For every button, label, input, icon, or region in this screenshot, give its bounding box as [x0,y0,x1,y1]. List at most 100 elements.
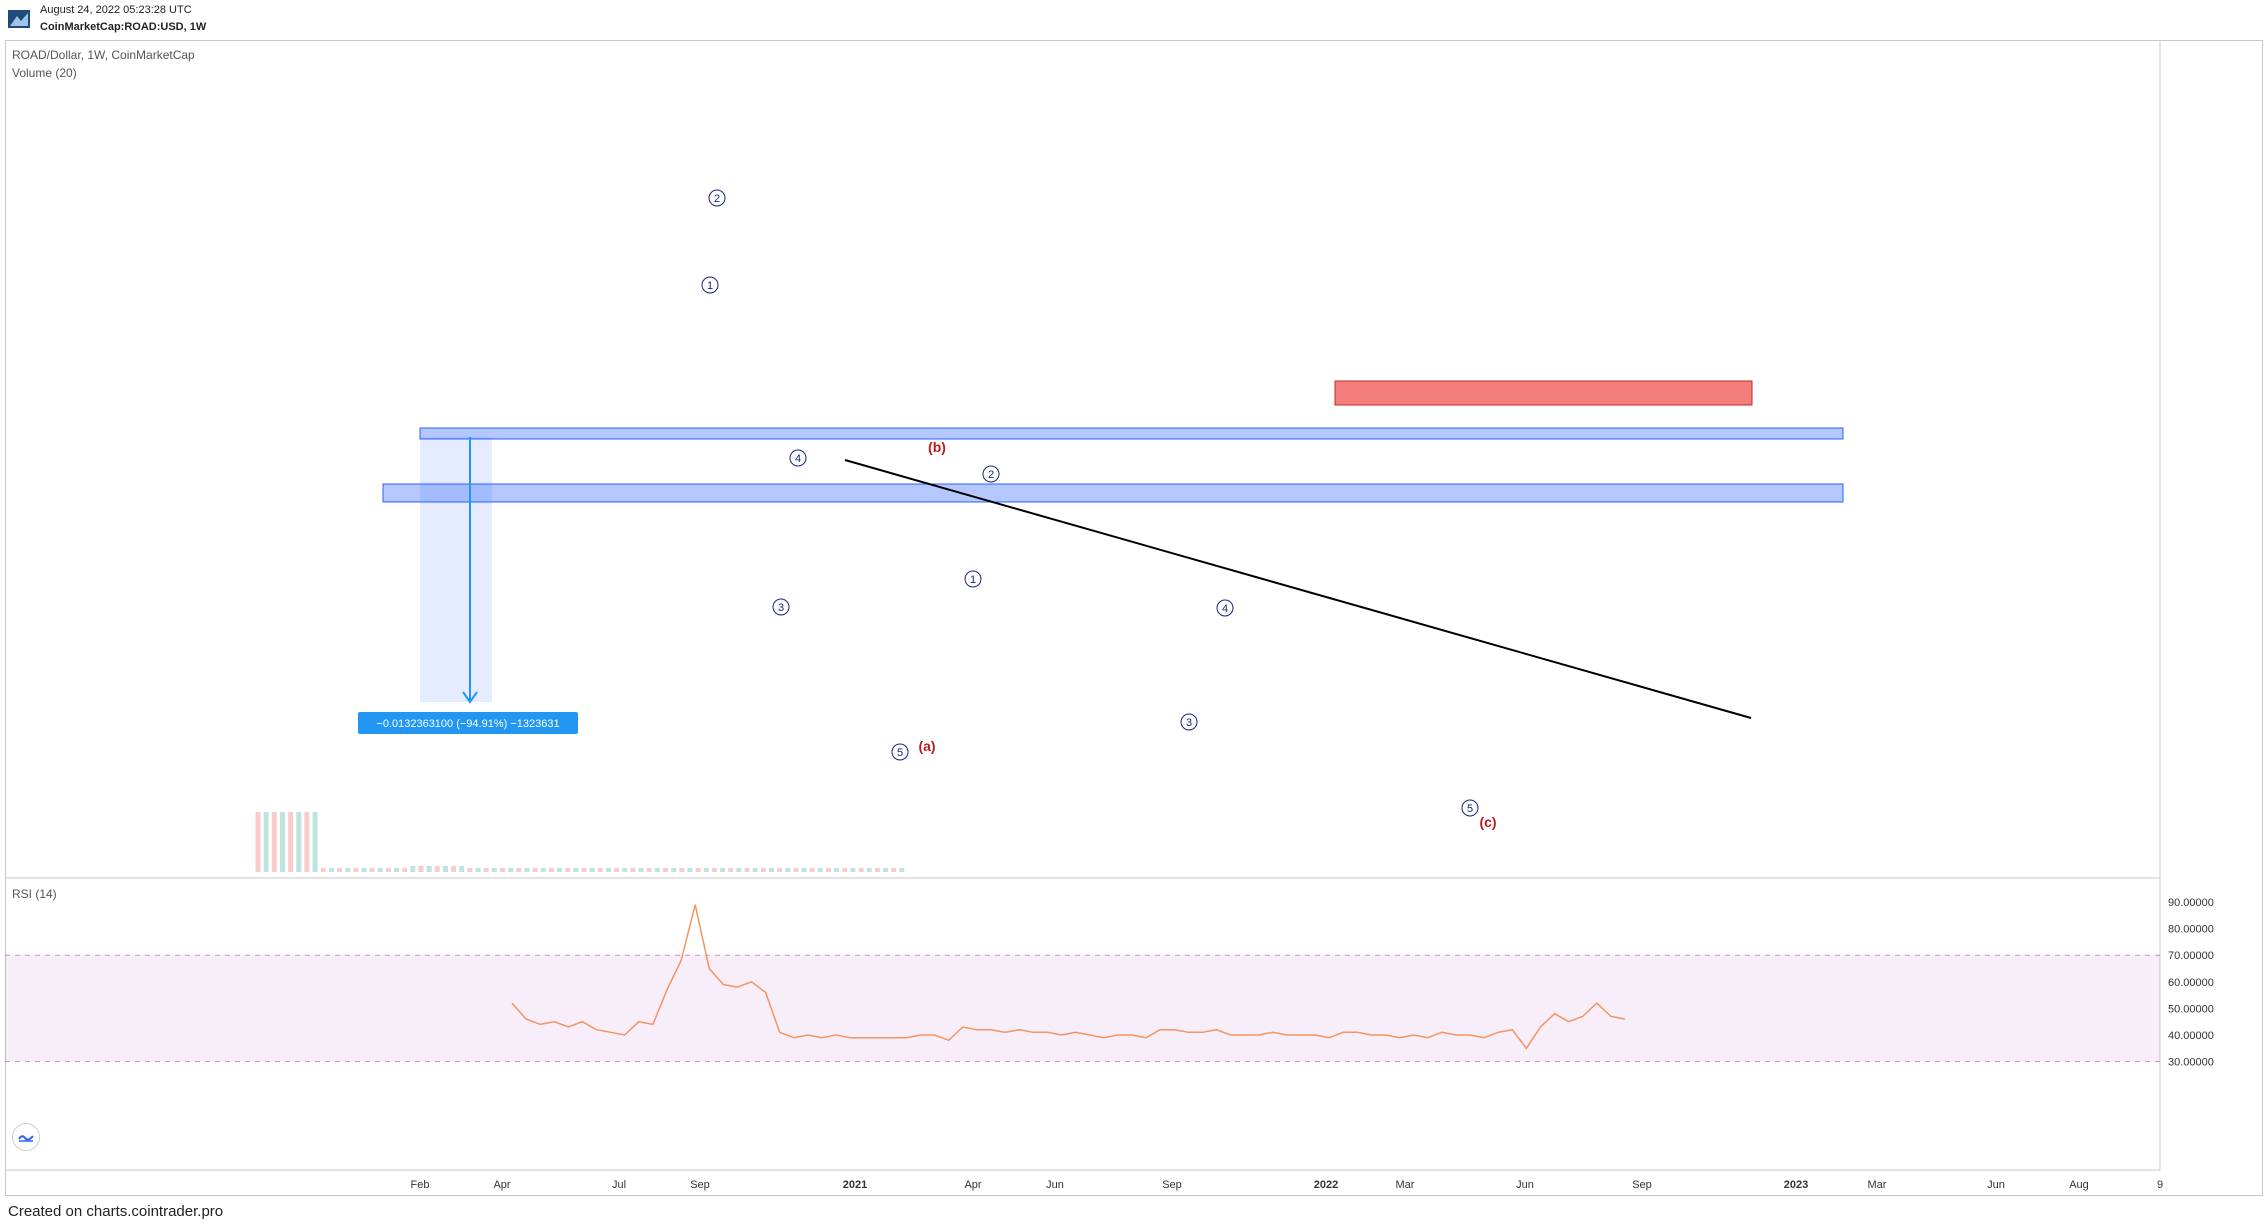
wave-circle [772,598,790,616]
volume-bar [663,868,668,872]
time-tick-label: 9 [2157,1179,2163,1191]
time-tick-label: 2021 [843,1179,867,1191]
header-date: August 24, 2022 05:23:28 UTC [40,4,192,16]
volume-bar [711,868,717,872]
volume-bar [451,866,457,872]
rsi-line [511,904,1626,1050]
volume-bar [866,868,872,872]
volume-bar [434,866,440,872]
rsi-tick-label: 70.00000 [2168,950,2214,962]
wave-label: (b) [928,439,946,455]
volume-bar [883,868,889,872]
volume-bar [557,868,563,872]
time-tick-label: Jul [612,1179,626,1191]
wave-circle [701,276,719,294]
volume-bar [695,868,701,872]
measure-area [420,437,492,702]
time-tick-label: Aug [2069,1179,2089,1191]
rsi-tick-label: 80.00000 [2168,924,2214,936]
chart-title: ROAD/Dollar, 1W, CoinMarketCap [12,48,195,62]
volume-bar [532,868,538,872]
volume-bar [279,812,285,872]
volume-bar [736,868,742,872]
time-tick-label: Sep [1632,1179,1652,1191]
volume-bar [402,868,408,872]
volume-bar [320,868,326,872]
time-tick-label: Jun [1987,1179,2005,1191]
volume-bar [426,866,432,872]
volume-bar [475,868,481,872]
tradingview-watermark-icon [12,1123,40,1151]
volume-bar [858,868,864,872]
wave-circle [982,465,1000,483]
time-tick-label: Feb [411,1179,430,1191]
volume-bar [483,868,489,872]
wave-circle [1180,713,1198,731]
rsi-band [5,955,2160,1062]
volume-bar [361,868,367,872]
volume-bar [874,868,880,872]
header-symbol: CoinMarketCap:ROAD:USD, 1W [40,21,207,33]
volume-bar [850,868,856,872]
wave-label: 3 [778,602,784,614]
time-tick-label: Jun [1516,1179,1534,1191]
volume-bar [353,868,359,872]
volume-bar [679,868,685,872]
time-tick-label: 2022 [1314,1179,1338,1191]
rsi-tick-label: 60.00000 [2168,977,2214,989]
cointrader-logo-icon [8,10,30,28]
wave-circle [789,449,807,467]
rsi-tick-label: 50.00000 [2168,1003,2214,1015]
volume-bar [826,868,831,872]
volume-bar [654,868,660,872]
rsi-tick-label: 40.00000 [2168,1030,2214,1042]
volume-bar [345,868,351,872]
volume-bar [817,868,823,872]
volume-bar [410,866,416,872]
volume-bar [312,812,318,872]
wave-label: 4 [1222,603,1228,615]
wave-circle [1216,599,1234,617]
volume-bar [614,868,620,872]
volume-bar [581,868,587,872]
wave-label: (a) [918,738,935,754]
wave-circle [964,570,982,588]
volume-bar [793,868,799,872]
rsi-tick-label: 90.00000 [2168,897,2214,909]
footer-credit: Created on charts.cointrader.pro [8,1203,224,1220]
volume-bar [785,868,791,872]
volume-bar [589,868,595,872]
volume-bar [459,866,465,872]
volume-bar [508,868,514,872]
volume-bar [671,868,677,872]
measure-arrow-head [462,691,478,704]
wave-label: 1 [707,280,713,292]
wave-label: 5 [1467,803,1473,815]
volume-bar [304,812,310,872]
volume-bar [500,868,505,872]
wave-label: 2 [988,469,994,481]
volume-bar [263,812,269,872]
wave-label: 2 [714,193,720,205]
time-tick-label: Apr [964,1179,981,1191]
time-tick-label: Sep [690,1179,710,1191]
volume-bar [752,868,758,872]
volume-bar [548,868,554,872]
volume-bar [385,868,391,872]
wave-label: 3 [1186,717,1192,729]
volume-bar [842,868,848,872]
volume-bar [744,868,750,872]
volume-bar [622,868,628,872]
time-tick-label: Jun [1046,1179,1064,1191]
volume-bar [573,868,579,872]
volume-bar [442,866,448,872]
volume-bar [328,868,334,872]
time-tick-label: Mar [1396,1179,1415,1191]
volume-bar [377,868,383,872]
wave-circle [708,189,726,207]
resistance-box [1334,380,1753,406]
volume-bar [605,868,611,872]
chart-header: August 24, 2022 05:23:28 UTC CoinMarketC… [0,0,400,40]
volume-bar [467,868,473,872]
